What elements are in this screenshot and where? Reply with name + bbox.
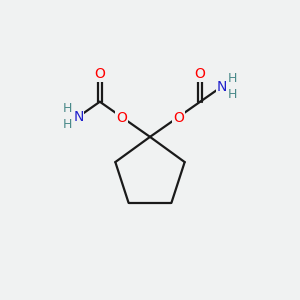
Text: H: H	[63, 118, 72, 131]
Text: O: O	[173, 112, 184, 125]
Text: H: H	[228, 88, 237, 101]
Text: O: O	[94, 67, 105, 81]
Text: N: N	[73, 110, 83, 124]
Text: O: O	[116, 112, 127, 125]
Text: H: H	[63, 102, 72, 115]
Text: H: H	[228, 72, 237, 85]
Text: N: N	[217, 80, 227, 94]
Text: O: O	[195, 67, 206, 81]
